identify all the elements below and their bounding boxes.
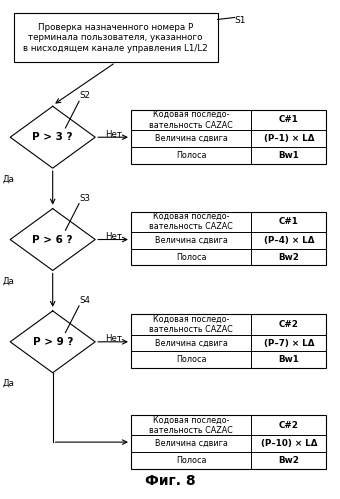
Polygon shape [10,209,95,270]
Text: Bw1: Bw1 [278,355,299,364]
Text: P > 3 ?: P > 3 ? [32,132,73,142]
Text: Величина сдвига: Величина сдвига [155,439,227,448]
Text: Нет: Нет [105,232,122,241]
Text: Bw1: Bw1 [278,151,299,160]
Text: P > 6 ?: P > 6 ? [32,235,73,245]
Text: (P–1) × LΔ: (P–1) × LΔ [264,134,314,143]
Text: P > 9 ?: P > 9 ? [33,337,73,347]
FancyBboxPatch shape [14,13,218,62]
Text: Кодовая последо-
вательность CAZAC: Кодовая последо- вательность CAZAC [149,212,233,232]
Text: Кодовая последо-
вательность CAZAC: Кодовая последо- вательность CAZAC [149,315,233,334]
FancyBboxPatch shape [131,314,326,368]
Text: Нет: Нет [105,130,122,139]
Text: Bw2: Bw2 [278,252,299,261]
Text: Bw2: Bw2 [278,456,299,465]
FancyBboxPatch shape [131,110,326,164]
Text: Фиг. 8: Фиг. 8 [145,474,195,488]
Text: Величина сдвига: Величина сдвига [155,134,227,143]
Text: C#1: C#1 [279,217,299,226]
FancyBboxPatch shape [131,212,326,265]
Text: S3: S3 [79,194,90,203]
Text: Да: Да [3,276,14,285]
Text: Полоса: Полоса [176,252,206,261]
Text: Да: Да [3,379,14,388]
Text: Величина сдвига: Величина сдвига [155,338,227,347]
Text: Величина сдвига: Величина сдвига [155,236,227,245]
Text: Полоса: Полоса [176,355,206,364]
Text: S4: S4 [79,296,90,305]
Text: Полоса: Полоса [176,456,206,465]
Text: Нет: Нет [105,334,122,343]
Text: C#2: C#2 [279,421,299,430]
Text: (P–4) × LΔ: (P–4) × LΔ [264,236,314,245]
Text: S1: S1 [235,16,246,25]
Text: Да: Да [3,174,14,183]
Text: S2: S2 [79,91,90,100]
Text: Полоса: Полоса [176,151,206,160]
Text: Кодовая последо-
вательность CAZAC: Кодовая последо- вательность CAZAC [149,416,233,435]
Text: (P–7) × LΔ: (P–7) × LΔ [264,338,314,347]
Text: C#1: C#1 [279,115,299,124]
FancyBboxPatch shape [131,415,326,469]
Text: Кодовая последо-
вательность CAZAC: Кодовая последо- вательность CAZAC [149,110,233,130]
Text: Проверка назначенного номера Р
терминала пользователя, указанного
в нисходящем к: Проверка назначенного номера Р терминала… [23,23,208,53]
Text: C#2: C#2 [279,320,299,329]
Polygon shape [10,106,95,168]
Polygon shape [10,311,95,373]
Text: (P–10) × LΔ: (P–10) × LΔ [260,439,317,448]
